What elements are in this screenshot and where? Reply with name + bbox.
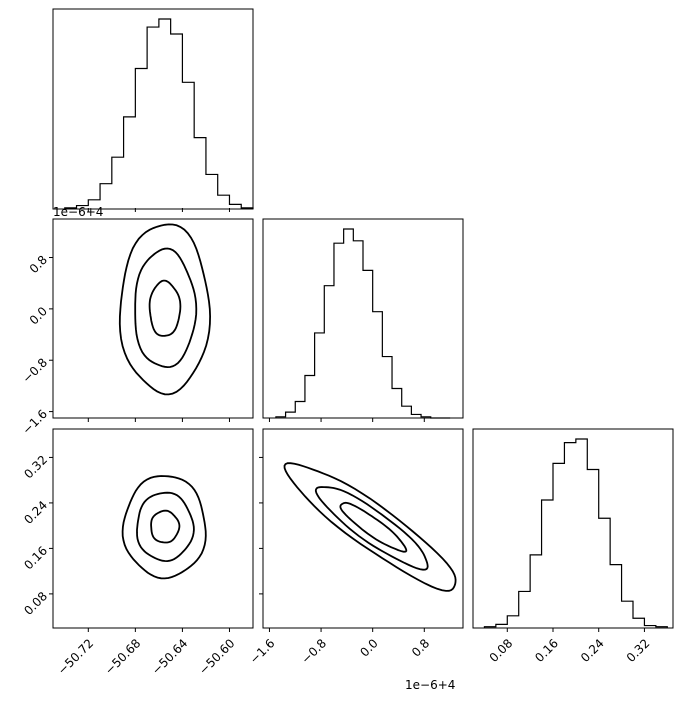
xtick-label-col1-3: 0.8	[409, 636, 432, 659]
xtick-label-col1-0: −1.6	[247, 636, 278, 667]
panel-hist-param2	[472, 428, 674, 629]
histogram-param2	[483, 438, 668, 628]
xtick-label-col2-0: 0.08	[487, 636, 516, 665]
xtick-label-col2-2: 0.24	[578, 636, 607, 665]
histogram-param0	[64, 18, 254, 209]
panel-hist-param1	[262, 218, 464, 419]
contour-panel1-level1	[136, 491, 195, 563]
contour-panel1-level0	[150, 509, 181, 544]
contour-panel1-level2	[121, 475, 207, 580]
contour-panel2-level0	[339, 501, 408, 553]
panel-hist-param0	[52, 8, 254, 210]
ytick-label-row2-2: 0.24	[21, 498, 50, 527]
xtick-label-col1-2: 0.0	[357, 636, 380, 659]
ytick-label-row2-3: 0.32	[21, 453, 50, 482]
panel-contour-param1-param2	[262, 428, 464, 629]
panel-contour-param0-param2	[52, 428, 254, 629]
xtick-label-col0-3: −50.60	[196, 636, 237, 677]
ytick-label-row1-0: −1.6	[20, 407, 51, 438]
xtick-label-col0-1: −50.68	[102, 636, 143, 677]
ytick-label-row2-0: 0.08	[21, 589, 50, 618]
row1-offset-label: 1e−6+4	[53, 205, 103, 219]
contour-panel0-level0	[148, 279, 182, 337]
ytick-label-row2-1: 0.16	[21, 544, 50, 573]
xtick-label-col2-3: 0.32	[624, 636, 653, 665]
xtick-label-col2-1: 0.16	[532, 636, 561, 665]
contour-panel0-level2	[118, 223, 212, 396]
contour-panel2-level1	[314, 486, 429, 571]
ytick-label-row1-1: −0.8	[20, 355, 51, 386]
bottom-col1-offset-label: 1e−6+4	[405, 678, 455, 692]
contour-panel2-level2	[283, 462, 457, 592]
ytick-label-row1-3: 0.8	[27, 253, 50, 276]
chart-marks: −50.72 −50.68 −50.64 −50.60 −1.6 −0.8 0.0 0.8 0.…	[20, 18, 668, 677]
xtick-label-col1-1: −0.8	[299, 636, 330, 667]
xtick-label-col0-2: −50.64	[149, 636, 190, 677]
ytick-label-row1-2: 0.0	[27, 304, 50, 327]
contour-panel0-level1	[134, 247, 198, 369]
histogram-param1	[275, 228, 451, 419]
panel-contour-param0-param1	[52, 218, 254, 419]
xtick-label-col0-0: −50.72	[55, 636, 96, 677]
